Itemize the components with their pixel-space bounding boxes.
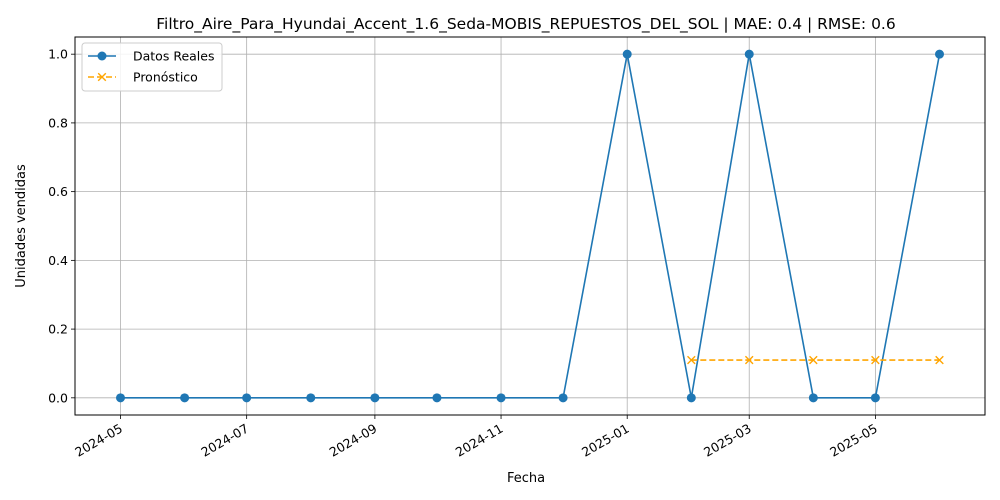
- legend-label: Datos Reales: [133, 49, 214, 64]
- data-point: [116, 393, 125, 403]
- data-point: [370, 393, 380, 403]
- legend-label: Pronóstico: [133, 70, 198, 85]
- x-axis-ticks: 2024-05 2024-07 2024-09 2024-11 2025-01 2025-…: [72, 415, 880, 460]
- y-tick-label: 0.0: [48, 390, 68, 405]
- data-point: [622, 49, 632, 59]
- forecast-point: [871, 355, 880, 365]
- x-tick-label: 2024-11: [453, 421, 506, 460]
- chart-title: Filtro_Aire_Para_Hyundai_Accent_1.6_Seda…: [156, 15, 895, 34]
- legend-box: [81, 42, 223, 92]
- data-point: [808, 393, 818, 403]
- forecast-point: [809, 355, 818, 365]
- data-point: [558, 393, 568, 403]
- y-tick-label: 1.0: [48, 47, 68, 62]
- data-point: [744, 49, 754, 59]
- x-tick-label: 2024-09: [327, 421, 380, 460]
- x-tick-label: 2025-05: [827, 421, 880, 460]
- x-tick-label: 2025-01: [579, 421, 632, 460]
- x-tick-label: 2024-07: [198, 421, 251, 460]
- series-layer: [116, 49, 944, 403]
- forecast-point: [935, 355, 944, 365]
- data-point: [935, 49, 944, 59]
- y-tick-label: 0.8: [48, 115, 68, 130]
- y-tick-label: 0.6: [48, 184, 68, 199]
- series-line-datos-reales: [120, 54, 941, 399]
- plot-frame: [74, 36, 986, 416]
- data-point: [496, 393, 506, 403]
- y-tick-label: 0.2: [48, 322, 68, 337]
- y-axis-label: Unidades vendidas: [14, 164, 29, 288]
- data-point: [870, 393, 880, 403]
- data-point: [242, 393, 252, 403]
- y-tick-label: 0.4: [48, 253, 68, 268]
- legend: Datos Reales Pronóstico: [81, 42, 223, 92]
- x-axis-label: Fecha: [507, 471, 545, 486]
- forecast-point: [744, 355, 754, 365]
- y-axis-ticks: 0.0 0.2 0.4 0.6 0.8 1.0: [48, 47, 75, 405]
- forecast-point: [687, 355, 696, 365]
- x-tick-label: 2025-03: [701, 421, 754, 460]
- data-point: [306, 393, 316, 403]
- data-point: [432, 393, 442, 403]
- legend-marker: [97, 72, 107, 82]
- legend-marker: [97, 51, 107, 61]
- x-tick-label: 2024-05: [72, 421, 125, 460]
- data-point: [180, 393, 190, 403]
- data-point: [686, 393, 696, 403]
- grid-lines: [75, 37, 985, 415]
